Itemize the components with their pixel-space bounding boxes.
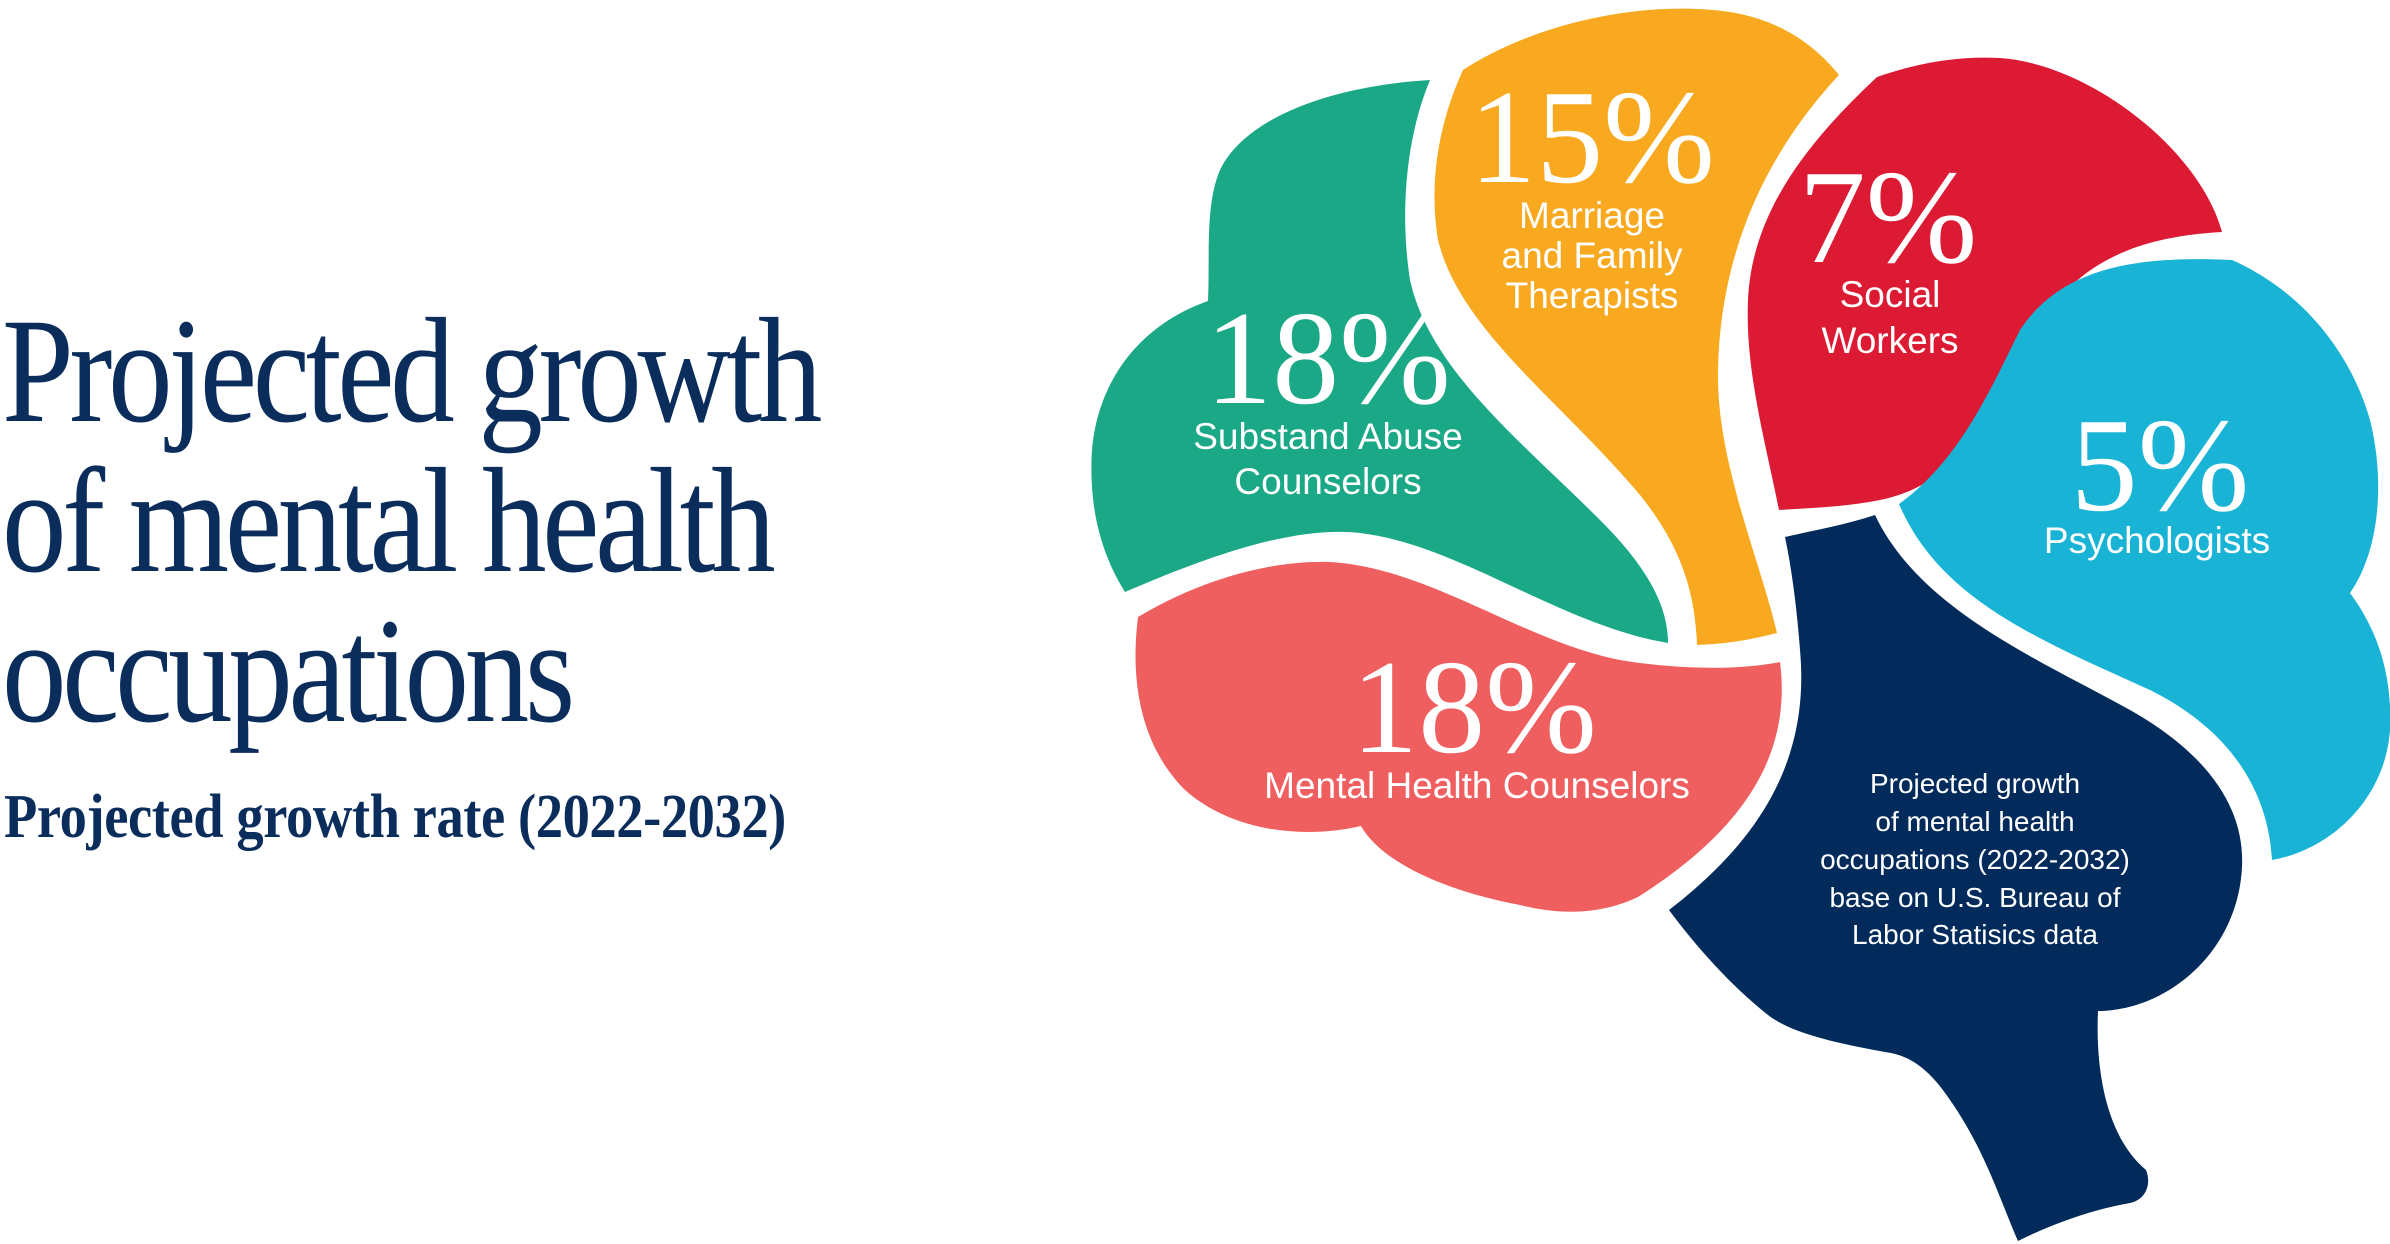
segment-social-workers-shape <box>1747 57 2222 511</box>
substance-label-2: Counselors <box>1234 461 1421 502</box>
note-line-1: Projected growth <box>1870 768 2080 799</box>
marriage-percent: 15% <box>1469 63 1715 211</box>
segment-social-workers: 7% Social Workers <box>1747 57 2222 511</box>
mental-percent: 18% <box>1351 633 1597 781</box>
note-stem-shape <box>1669 515 2243 1241</box>
title-block: Projected growth of mental health occupa… <box>0 0 1090 1244</box>
subtitle: Projected growth rate (2022-2032) <box>4 783 786 851</box>
segment-substance-abuse-shape <box>1091 80 1668 643</box>
note-line-2: of mental health <box>1875 806 2074 837</box>
title-line-3: occupations <box>2 588 575 754</box>
title-line-2: of mental health <box>2 438 776 604</box>
segment-mental-health: 18% Mental Health Counselors <box>1135 561 1782 912</box>
note-stem: Projected growth of mental health occupa… <box>1669 515 2243 1241</box>
segment-mental-health-shape <box>1135 561 1782 912</box>
mental-label-1: Mental Health Counselors <box>1264 765 1690 806</box>
social-percent: 7% <box>1799 143 1978 291</box>
marriage-label-3: Therapists <box>1506 275 1679 316</box>
segment-substance-abuse: 18% Substand Abuse Counselors <box>1091 80 1668 643</box>
social-label-1: Social <box>1840 274 1941 315</box>
substance-label-1: Substand Abuse <box>1193 416 1463 457</box>
marriage-label-2: and Family <box>1502 235 1683 276</box>
marriage-label-1: Marriage <box>1519 195 1665 236</box>
segment-marriage-family: 15% Marriage and Family Therapists <box>1434 8 1839 646</box>
psych-percent: 5% <box>2071 391 2250 539</box>
psych-label-1: Psychologists <box>2044 520 2270 561</box>
title-line-1: Projected growth <box>2 288 822 454</box>
note-line-3: occupations (2022-2032) <box>1820 844 2130 875</box>
segment-psychologists-shape <box>1899 259 2390 860</box>
segment-marriage-family-shape <box>1434 8 1839 646</box>
note-line-5: Labor Statisics data <box>1852 919 2098 950</box>
note-line-4: base on U.S. Bureau of <box>1829 882 2120 913</box>
substance-percent: 18% <box>1205 284 1451 432</box>
social-label-2: Workers <box>1821 320 1958 361</box>
segment-psychologists: 5% Psychologists <box>1899 259 2390 860</box>
page-title: Projected growth of mental health occupa… <box>2 288 822 754</box>
